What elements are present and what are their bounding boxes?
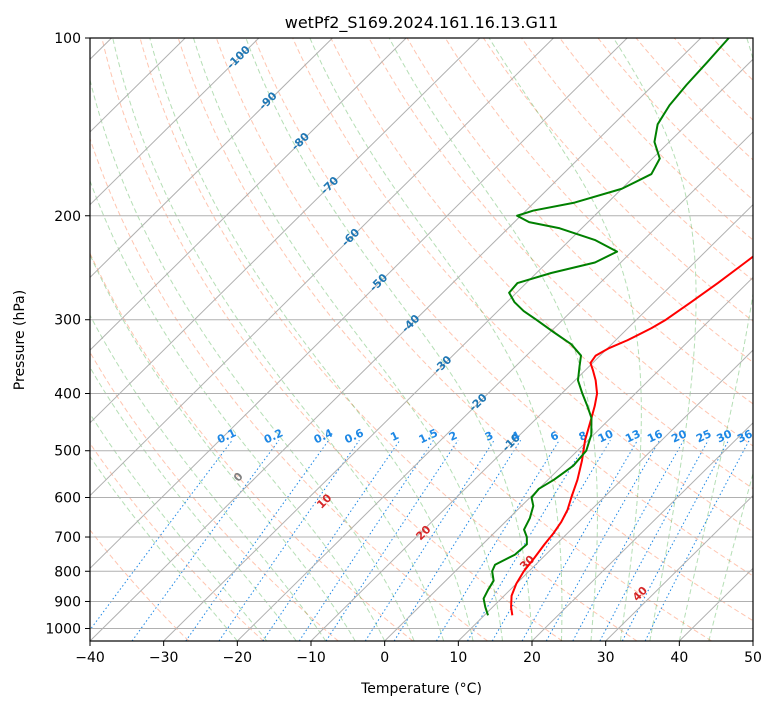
dry-adiabat	[483, 38, 753, 322]
mixing-ratio-line	[521, 440, 638, 641]
isotherm-line	[236, 131, 753, 641]
mixing-ratio-line	[90, 439, 233, 631]
isotherm-line	[90, 38, 407, 351]
moist-adiabat	[309, 38, 563, 641]
y-tick-label: 1000	[45, 621, 81, 637]
isotherm-line	[310, 203, 753, 641]
y-tick-label: 300	[54, 313, 81, 329]
y-tick-label: 800	[54, 564, 81, 580]
isotherm-line	[90, 38, 702, 641]
isotherm-line	[384, 276, 753, 641]
moist-adiabat	[245, 38, 533, 641]
dry-adiabat	[90, 137, 488, 641]
dry-adiabat	[139, 38, 638, 641]
mixing-ratio-line	[467, 439, 589, 641]
isotherm-line	[90, 38, 333, 279]
moist-adiabat	[708, 471, 753, 641]
y-axis-label: Pressure (hPa)	[12, 290, 28, 390]
chart-title: wetPf2_S169.2024.161.16.13.G11	[285, 13, 559, 33]
moist-adiabat	[678, 38, 753, 641]
temperature-profile-line	[510, 255, 753, 616]
mixing-ratio-label: 20	[669, 427, 689, 445]
x-tick-label: −40	[75, 650, 105, 666]
mixing-ratio-line	[298, 439, 434, 641]
mixing-ratio-line	[364, 439, 495, 641]
moist-adiabat	[488, 38, 642, 641]
isotherm-line	[90, 38, 260, 206]
x-tick-label: 0	[380, 650, 389, 666]
mixing-ratio-line	[325, 439, 459, 641]
dry-adiabat	[215, 38, 753, 622]
moist-adiabat	[112, 38, 445, 641]
x-tick-label: 10	[449, 650, 467, 666]
mixing-ratio-line	[218, 439, 360, 641]
x-tick-label: −30	[149, 650, 179, 666]
isotherm-line	[90, 38, 554, 497]
isotherm-line	[605, 494, 753, 641]
y-axis: 100 200 300 400 500 600 700 800 900 1000	[45, 31, 90, 637]
x-tick-label: 40	[670, 650, 688, 666]
y-tick-label: 600	[54, 490, 81, 506]
isotherm-line	[90, 38, 481, 424]
moist-adiabat	[388, 38, 598, 641]
mixing-ratio-line	[572, 440, 685, 641]
dewpoint-profile-line	[482, 38, 730, 616]
x-tick-label: −20	[223, 650, 253, 666]
mixing-ratio-line	[185, 439, 330, 641]
x-tick-label: −10	[296, 650, 326, 666]
dry-adiabat	[406, 38, 753, 405]
mixing-ratio-label: 25	[694, 427, 713, 445]
moist-adiabat	[90, 314, 327, 641]
mixing-ratio-line	[262, 439, 401, 641]
dry-adiabat	[368, 38, 753, 447]
isotherm-line	[457, 349, 753, 641]
moist-adiabat	[149, 38, 474, 641]
mixing-ratio-label: 30	[715, 427, 735, 445]
mixing-ratio-label: 10	[596, 427, 616, 445]
x-tick-label: 20	[523, 650, 541, 666]
y-tick-label: 500	[54, 444, 81, 460]
mixing-ratio-label: 36	[735, 427, 755, 445]
mixing-ratio-label: 16	[645, 427, 665, 445]
moist-adiabat	[192, 38, 504, 641]
moist-adiabat	[90, 253, 356, 641]
dry-adiabat	[90, 351, 339, 641]
grid-lines	[90, 38, 753, 641]
dry-adiabat	[90, 442, 264, 641]
mixing-ratio-line	[545, 440, 660, 641]
mixing-ratio-line	[435, 439, 560, 641]
y-tick-label: 100	[54, 31, 81, 47]
mixing-ratio-label: 13	[623, 427, 642, 445]
dry-adiabat	[254, 38, 753, 577]
dry-adiabat	[101, 38, 563, 641]
moist-adiabat	[90, 77, 415, 641]
plot-frame	[89, 37, 754, 642]
isotherm-line	[531, 422, 753, 641]
x-tick-label: 50	[744, 650, 762, 666]
x-axis-label: Temperature (°C)	[360, 681, 482, 697]
mixing-ratio-line	[491, 440, 611, 641]
x-axis: −40 −30 −20 −10 0 10 20 30 40 50	[75, 641, 762, 666]
y-tick-label: 400	[54, 387, 81, 403]
moist-adiabat	[90, 179, 386, 641]
mixing-ratio-line	[131, 439, 280, 641]
background-lines	[90, 38, 753, 641]
y-tick-label: 900	[54, 594, 81, 610]
moist-adiabat	[613, 38, 697, 641]
x-tick-label: 30	[597, 650, 615, 666]
isotherm-line	[90, 38, 628, 569]
dry-adiabat	[90, 529, 190, 641]
y-tick-label: 700	[54, 530, 81, 546]
moist-adiabat	[90, 366, 297, 641]
series-lines	[482, 38, 753, 616]
y-tick-label: 200	[54, 209, 81, 225]
isotherm-line	[163, 58, 753, 641]
